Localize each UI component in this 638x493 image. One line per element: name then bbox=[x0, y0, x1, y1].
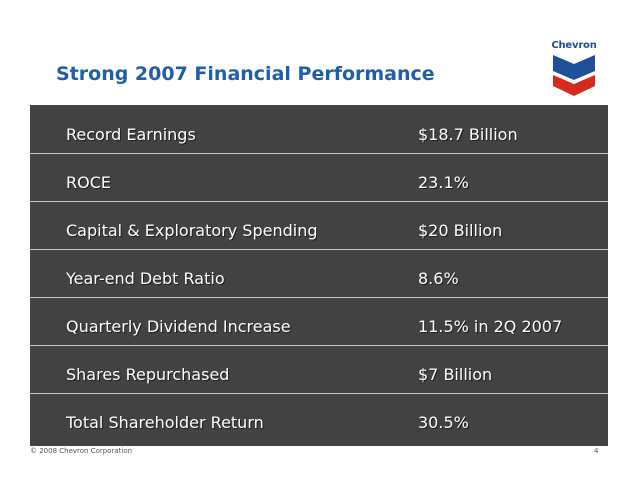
row-divider bbox=[30, 345, 608, 346]
table-row: ROCE 23.1% bbox=[30, 157, 608, 204]
row-divider bbox=[30, 249, 608, 250]
row-divider bbox=[30, 297, 608, 298]
table-row: Year-end Debt Ratio 8.6% bbox=[30, 253, 608, 300]
financial-performance-table: Record Earnings $18.7 Billion ROCE 23.1%… bbox=[30, 105, 608, 446]
row-value: $7 Billion bbox=[418, 365, 493, 384]
row-label: Total Shareholder Return bbox=[66, 413, 264, 432]
row-value: $18.7 Billion bbox=[418, 125, 518, 144]
row-label: Record Earnings bbox=[66, 125, 196, 144]
row-divider bbox=[30, 201, 608, 202]
table-row: Shares Repurchased $7 Billion bbox=[30, 349, 608, 396]
row-value: 11.5% in 2Q 2007 bbox=[418, 317, 563, 336]
logo-text: Chevron bbox=[551, 40, 597, 51]
row-label: Year-end Debt Ratio bbox=[66, 269, 225, 288]
table-row: Total Shareholder Return 30.5% bbox=[30, 397, 608, 444]
row-value: 30.5% bbox=[418, 413, 469, 432]
chevron-logo: Chevron bbox=[548, 40, 600, 98]
page-number: 4 bbox=[594, 447, 599, 455]
copyright-footer: © 2008 Chevron Corporation bbox=[30, 447, 133, 455]
slide-title: Strong 2007 Financial Performance bbox=[56, 63, 435, 85]
row-label: Shares Repurchased bbox=[66, 365, 230, 384]
row-value: 23.1% bbox=[418, 173, 469, 192]
table-row: Quarterly Dividend Increase 11.5% in 2Q … bbox=[30, 301, 608, 348]
row-label: ROCE bbox=[66, 173, 111, 192]
row-divider bbox=[30, 153, 608, 154]
table-row: Record Earnings $18.7 Billion bbox=[30, 109, 608, 156]
row-label: Quarterly Dividend Increase bbox=[66, 317, 291, 336]
chevron-emblem-icon bbox=[553, 55, 595, 96]
row-label: Capital & Exploratory Spending bbox=[66, 221, 318, 240]
table-row: Capital & Exploratory Spending $20 Billi… bbox=[30, 205, 608, 252]
row-value: $20 Billion bbox=[418, 221, 503, 240]
row-value: 8.6% bbox=[418, 269, 459, 288]
row-divider bbox=[30, 393, 608, 394]
